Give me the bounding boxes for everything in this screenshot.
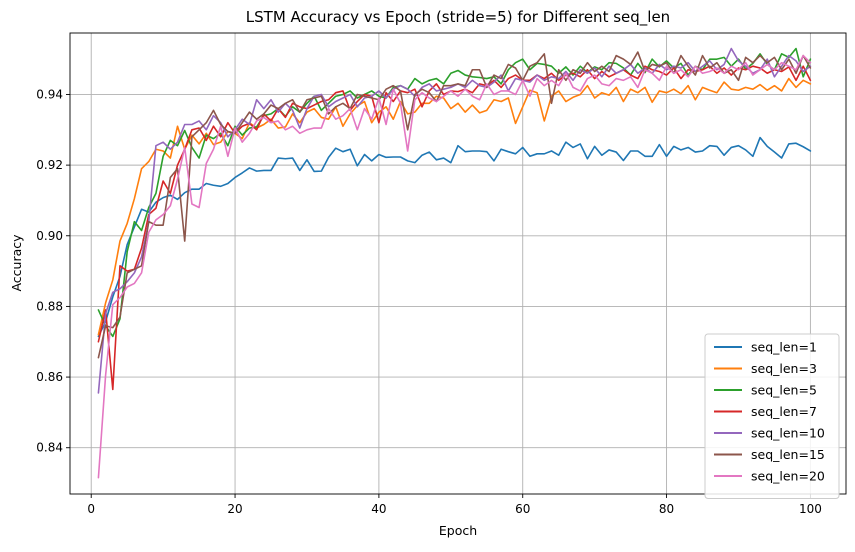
chart-title: LSTM Accuracy vs Epoch (stride=5) for Di… [246, 8, 670, 27]
y-tick-label: 0.90 [36, 229, 63, 243]
y-tick-label: 0.94 [36, 87, 63, 101]
legend-entry: seq_len=15 [751, 447, 825, 462]
axis-ticks: 0 20 40 60 80 100 0.84 0.86 0.88 0.90 0.92 0.94 [36, 87, 822, 516]
series-line-seq-len-3 [97, 77, 812, 336]
legend-entry: seq_len=1 [751, 340, 817, 355]
x-tick-label: 80 [659, 502, 674, 516]
legend-entry: seq_len=5 [751, 383, 817, 398]
series-line-seq-len-1 [97, 136, 812, 338]
x-tick-label: 20 [227, 502, 242, 516]
grid [70, 33, 846, 494]
legend-box [704, 333, 840, 499]
series-line-seq-len-7 [97, 65, 812, 391]
plot-frame [69, 32, 847, 495]
legend-entry: seq_len=7 [751, 404, 817, 419]
y-axis-label: Accuracy [9, 234, 24, 292]
series-lines [97, 47, 812, 479]
y-tick-label: 0.84 [36, 441, 63, 455]
legend-entry: seq_len=3 [751, 361, 817, 376]
x-axis-label: Epoch [439, 523, 477, 538]
x-tick-label: 100 [799, 502, 822, 516]
x-tick-label: 0 [87, 502, 95, 516]
y-tick-label: 0.88 [36, 299, 63, 313]
y-tick-label: 0.86 [36, 370, 63, 384]
y-tick-label: 0.92 [36, 158, 63, 172]
x-tick-label: 60 [515, 502, 530, 516]
series-line-seq-len-20 [97, 54, 812, 479]
series-line-seq-len-15 [97, 51, 812, 359]
legend-entry: seq_len=10 [751, 426, 825, 441]
x-tick-label: 40 [371, 502, 386, 516]
legend-entry: seq_len=20 [751, 469, 825, 484]
series-line-seq-len-10 [97, 47, 812, 394]
legend: seq_len=1 seq_len=3 seq_len=5 seq_len=7 seq_… [704, 333, 840, 499]
